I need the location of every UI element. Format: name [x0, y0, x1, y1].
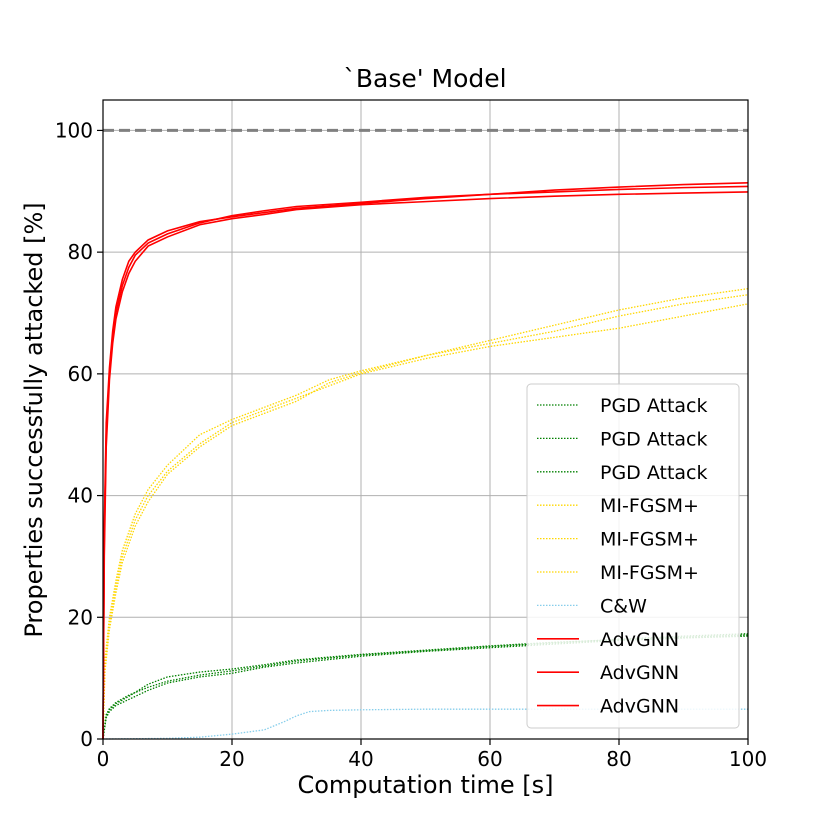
legend-label: C&W [600, 595, 647, 617]
series-line-2 [102, 635, 749, 740]
y-tick-label: 100 [55, 118, 93, 142]
axis-ticks: 0 20 40 60 80 100 0 20 40 60 80 100 [55, 118, 767, 771]
x-tick-label: 60 [477, 747, 502, 771]
series-line-6 [102, 708, 748, 740]
x-tick-label: 100 [729, 747, 767, 771]
legend-box [526, 383, 740, 729]
series-line-5 [102, 294, 749, 740]
y-tick-label: 60 [68, 362, 93, 386]
legend: PGD Attack PGD Attack PGD Attack MI-FGSM+ MI… [526, 383, 740, 729]
x-tick-label: 20 [219, 747, 244, 771]
legend-label: AdvGNN [600, 662, 679, 684]
x-tick-label: 80 [606, 747, 631, 771]
legend-label: AdvGNN [600, 629, 679, 651]
y-axis-label: Properties successfully attacked [%] [20, 202, 48, 637]
x-tick-label: 0 [97, 747, 110, 771]
legend-label: MI-FGSM+ [600, 495, 699, 517]
plot-frame [102, 99, 749, 740]
legend-label: MI-FGSM+ [600, 562, 699, 584]
legend-label: PGD Attack [600, 395, 708, 417]
legend-label: PGD Attack [600, 462, 708, 484]
x-tick-label: 40 [348, 747, 373, 771]
y-tick-label: 80 [68, 240, 93, 264]
legend-label: PGD Attack [600, 428, 708, 450]
legend-label: AdvGNN [600, 696, 679, 718]
y-tick-label: 20 [68, 605, 93, 629]
legend-label: MI-FGSM+ [600, 529, 699, 551]
series-line-9 [102, 191, 749, 740]
y-tick-label: 0 [80, 727, 93, 751]
y-tick-label: 40 [68, 484, 93, 508]
series-line-3 [102, 288, 749, 740]
chart-title: `Base' Model [343, 64, 506, 93]
x-axis-label: Computation time [s] [297, 771, 553, 799]
